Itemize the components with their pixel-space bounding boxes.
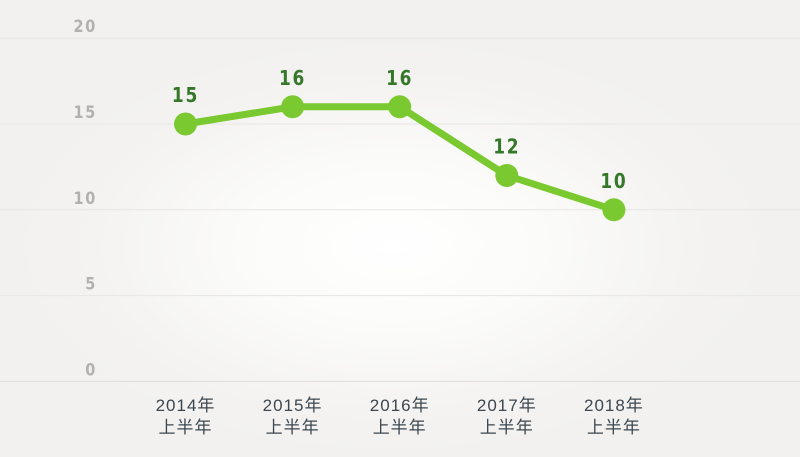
data-point[interactable] — [388, 95, 412, 119]
y-axis-tick-label: 15 — [73, 102, 96, 122]
data-point-value-label: 10 — [600, 171, 627, 194]
y-axis-tick-label: 0 — [85, 359, 97, 379]
data-point[interactable] — [602, 198, 626, 222]
data-point-value-label: 16 — [386, 68, 413, 91]
data-point-value-label: 15 — [172, 85, 199, 108]
data-point[interactable] — [281, 95, 305, 119]
x-axis-tick-label: 2014年上半年 — [156, 396, 216, 437]
x-axis-tick-label: 2017年上半年 — [477, 396, 537, 437]
y-axis-tick-label: 5 — [85, 273, 97, 293]
y-axis-tick-label: 10 — [73, 188, 96, 208]
data-point[interactable] — [174, 112, 197, 136]
data-point-value-label: 12 — [493, 136, 520, 159]
y-axis-tick-label: 20 — [73, 16, 96, 36]
data-point[interactable] — [495, 164, 519, 187]
series-line — [182, 103, 618, 214]
x-axis-tick-label: 2016年上半年 — [370, 396, 430, 437]
x-axis-tick-label: 2018年上半年 — [584, 396, 644, 437]
x-axis-tick-label: 2015年上半年 — [263, 396, 323, 437]
data-point-value-label: 16 — [279, 68, 306, 91]
